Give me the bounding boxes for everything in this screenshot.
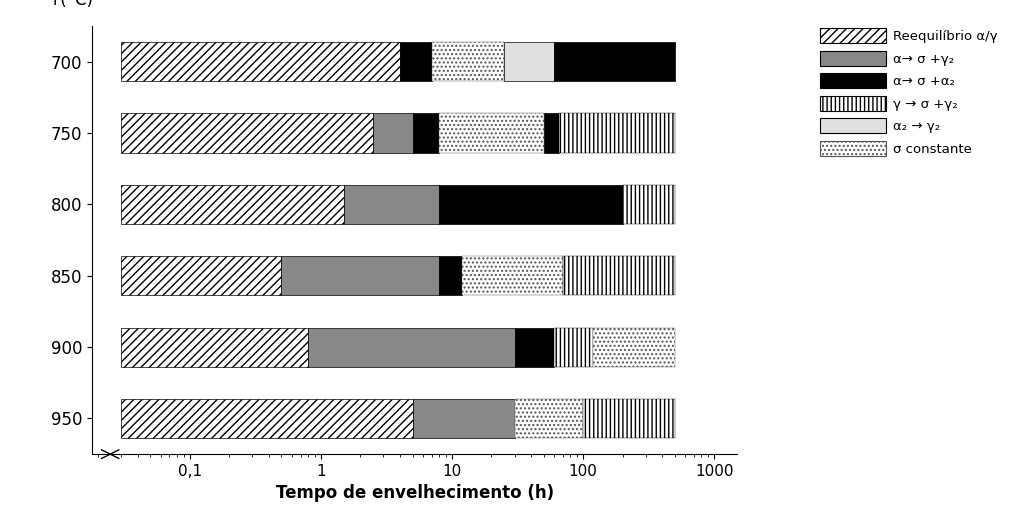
Bar xyxy=(344,185,439,224)
Bar xyxy=(544,113,558,153)
Bar xyxy=(373,113,413,153)
Bar xyxy=(121,185,344,224)
Bar xyxy=(463,256,563,295)
Bar xyxy=(413,399,514,438)
Bar xyxy=(514,399,583,438)
Bar xyxy=(413,113,439,153)
Bar xyxy=(121,256,282,295)
X-axis label: Tempo de envelhecimento (h): Tempo de envelhecimento (h) xyxy=(275,484,554,502)
Bar xyxy=(308,327,514,367)
Bar xyxy=(121,327,308,367)
Bar xyxy=(432,42,504,81)
Legend: Reequilíbrio α/γ, α→ σ +γ₂, α→ σ +α₂, γ → σ +γ₂, α₂ → γ₂, σ constante: Reequilíbrio α/γ, α→ σ +γ₂, α→ σ +α₂, γ … xyxy=(816,24,1001,160)
Bar xyxy=(121,42,399,81)
Bar xyxy=(439,256,463,295)
Bar xyxy=(583,399,675,438)
Bar xyxy=(563,256,675,295)
Bar xyxy=(121,399,413,438)
Bar xyxy=(554,327,594,367)
Bar xyxy=(399,42,432,81)
Bar xyxy=(504,42,554,81)
Bar xyxy=(558,113,675,153)
Bar xyxy=(121,113,373,153)
Bar xyxy=(439,113,544,153)
Bar xyxy=(514,327,554,367)
Bar xyxy=(623,185,675,224)
Bar xyxy=(282,256,439,295)
Text: T(°C): T(°C) xyxy=(50,0,93,9)
Bar xyxy=(439,185,623,224)
Bar xyxy=(554,42,675,81)
Bar xyxy=(594,327,675,367)
